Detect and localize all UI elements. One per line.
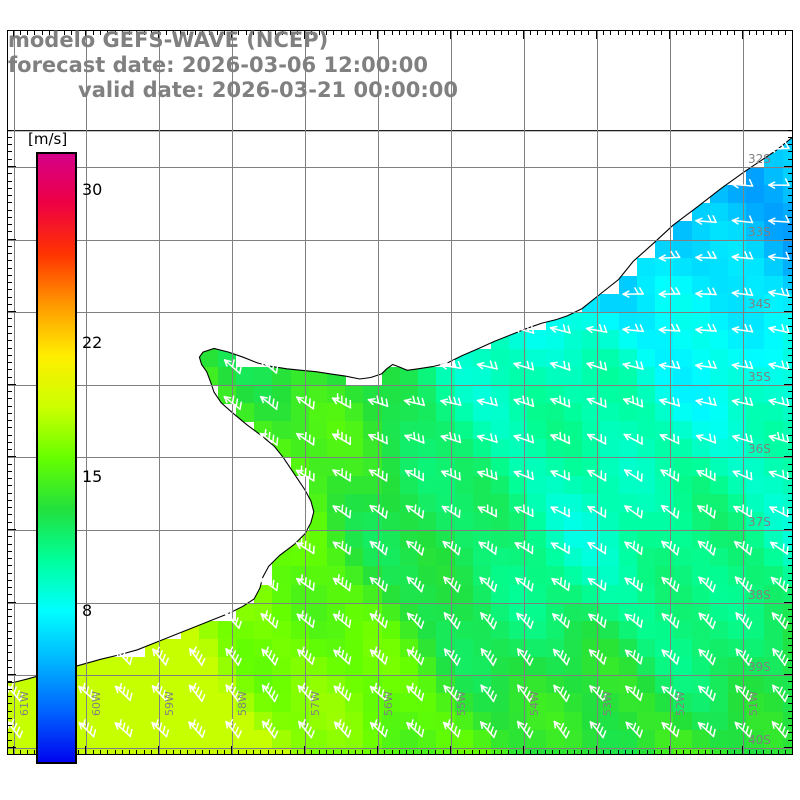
colorbar-border [36,152,77,764]
x-axis-label-59W: 59W [163,691,177,716]
x-axis-label-54W: 54W [527,691,541,716]
x-axis-label-61W: 61W [17,691,31,716]
x-axis-label-51W: 51W [746,691,760,716]
y-axis-label-35S: 35S [748,369,771,384]
colorbar-gradient [36,152,77,764]
x-axis-label-52W: 52W [673,691,687,716]
colorbar-unit-label: [m/s] [28,130,68,148]
colorbar-tick-22: 22 [82,333,103,353]
y-axis-label-36S: 36S [748,442,771,457]
y-axis-label-40S: 40S [748,732,771,747]
y-axis-label-38S: 38S [748,587,771,602]
colorbar-tick-30: 30 [82,180,103,200]
y-axis-label-32S: 32S [748,152,771,166]
y-axis-label-34S: 34S [748,297,771,312]
x-axis-label-58W: 58W [236,691,250,716]
x-axis-label-56W: 56W [382,691,395,716]
colorbar [36,152,77,764]
y-axis-label-37S: 37S [748,515,771,529]
x-axis-label-57W: 57W [309,691,323,716]
windspeed-raster [8,31,792,754]
y-axis-label-39S: 39S [748,660,771,675]
x-axis-label-53W: 53W [600,691,614,716]
colorbar-tick-15: 15 [82,467,103,487]
x-axis-label-55W: 55W [454,691,468,716]
y-axis-label-33S: 33S [748,224,771,239]
plot-frame [7,30,793,755]
colorbar-tick-8: 8 [82,601,93,620]
x-axis-label-60W: 60W [90,691,104,716]
